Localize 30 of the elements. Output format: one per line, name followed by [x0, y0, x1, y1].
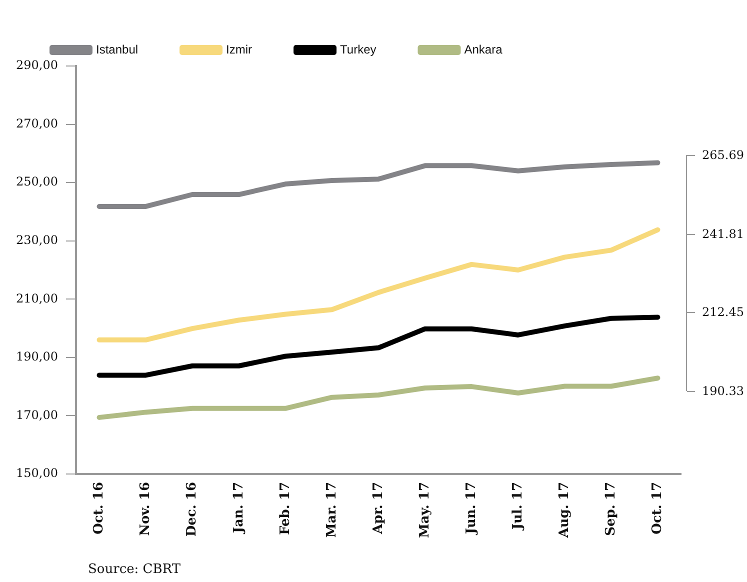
legend-label: Turkey: [340, 42, 376, 56]
x-tick-label: Dec. 16: [184, 482, 200, 537]
text: 265.69: [702, 147, 744, 164]
legend-label: Istanbul: [96, 42, 138, 56]
source-note: Source: CBRT: [88, 562, 181, 577]
y-tick-label: 250,00: [16, 174, 58, 189]
x-tick-label: Apr. 17: [370, 482, 386, 535]
x-tick-label: Aug. 17: [557, 482, 572, 539]
x-tick-label: Sep. 17: [604, 482, 619, 536]
y-tick-label: 190,00: [16, 350, 58, 364]
y-tick-label: 270,00: [16, 116, 58, 130]
y-tick-label: 290,00: [16, 58, 58, 72]
legend-label: Ankara: [464, 42, 503, 56]
y-tick-label: 210,00: [16, 291, 58, 306]
x-tick-label: Oct. 16: [92, 482, 107, 534]
x-tick-label: Jul. 17: [510, 482, 526, 531]
x-tick-label: Oct. 17: [650, 482, 666, 534]
text: 190.33: [702, 383, 744, 400]
x-tick-label: Jun. 17: [464, 482, 479, 536]
x-tick-label: May. 17: [417, 482, 432, 538]
y-tick-label: 230,00: [16, 232, 58, 247]
x-tick-label: Jan. 17: [231, 482, 246, 534]
y-tick-label: 170,00: [16, 408, 58, 422]
text: 212.45: [702, 304, 744, 322]
y-tick-label: 150,00: [16, 466, 58, 480]
legend-label: Izmir: [226, 42, 252, 56]
x-tick-label: Mar. 17: [324, 482, 340, 538]
text: 241.81: [702, 226, 744, 243]
x-tick-label: Nov. 16: [138, 482, 154, 536]
x-tick-label: Feb. 17: [278, 482, 293, 536]
